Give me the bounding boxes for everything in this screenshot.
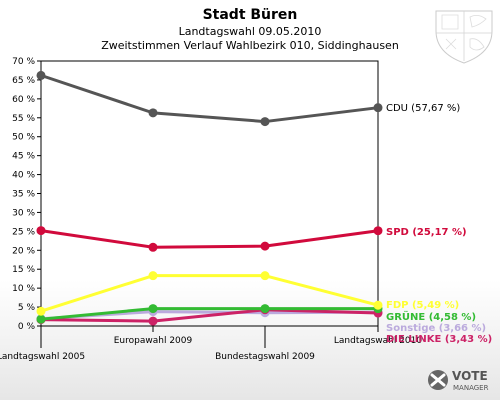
y-tick-label: 70 % <box>12 57 35 67</box>
y-tick-label: 25 % <box>12 227 35 237</box>
data-point <box>373 300 383 310</box>
data-point <box>36 226 46 236</box>
series-labels: CDU (57,67 %) SPD (25,17 %) FDP (5,49 %)GR… <box>386 103 492 345</box>
series-end-label: FDP (5,49 %) <box>386 300 459 311</box>
x-tick-label: Europawahl 2009 <box>114 336 193 346</box>
y-tick-label: 0 % <box>18 322 36 332</box>
series-line <box>40 229 379 249</box>
data-point <box>36 314 46 324</box>
data-point <box>36 70 46 80</box>
chart-title: Stadt Büren <box>203 7 298 23</box>
data-point <box>260 117 270 127</box>
y-tick-label: 60 % <box>12 95 35 105</box>
chart-subtitle-2: Zweitstimmen Verlauf Wahlbezirk 010, Sid… <box>101 39 399 52</box>
series-line <box>40 307 379 321</box>
data-point <box>148 316 158 326</box>
series-end-label: Sonstige (3,66 %) <box>386 323 486 334</box>
chart-subtitle-1: Landtagswahl 09.05.2010 <box>179 25 322 38</box>
series-end-label: SPD (25,17 %) <box>386 227 467 238</box>
data-point <box>373 226 383 236</box>
data-point <box>260 304 270 314</box>
y-tick-label: 15 % <box>12 265 35 275</box>
series-cdu <box>36 70 383 127</box>
y-tick-label: 50 % <box>12 133 35 143</box>
y-tick-label: 10 % <box>12 284 35 294</box>
data-point <box>260 241 270 251</box>
y-axis: 0 % 5 % 10 % 15 % 20 % 25 % 30 % 35 % 40 % 45 % 50… <box>12 57 41 332</box>
plot-area <box>40 60 379 327</box>
data-point <box>148 271 158 281</box>
series-line <box>40 73 379 124</box>
y-tick-label: 45 % <box>12 152 35 162</box>
x-axis: Landtagswahl 2005 Europawahl 2009 Bundesta… <box>0 326 422 362</box>
plot-frame <box>40 60 379 327</box>
series-fdp <box>36 271 383 316</box>
vote-manager-logo: VOTE MANAGER <box>428 369 489 392</box>
logo-text-manager: MANAGER <box>453 384 489 392</box>
series-end-label: GRÜNE (4,58 %) <box>386 309 476 323</box>
series-end-label: CDU (57,67 %) <box>386 103 460 114</box>
y-tick-label: 20 % <box>12 246 35 256</box>
y-tick-label: 40 % <box>12 171 35 181</box>
series-line <box>40 308 379 323</box>
series-spd <box>36 226 383 252</box>
y-tick-label: 5 % <box>18 303 36 313</box>
series-grüne <box>36 304 383 324</box>
y-tick-label: 30 % <box>12 208 35 218</box>
data-point <box>373 103 383 113</box>
data-point <box>148 242 158 252</box>
y-tick-label: 65 % <box>12 76 35 86</box>
data-point <box>148 304 158 314</box>
series-line <box>40 274 379 313</box>
x-tick-label: Landtagswahl 2010 <box>334 336 423 346</box>
data-point <box>260 271 270 281</box>
data-point <box>36 306 46 316</box>
series-end-label: DIE LINKE (3,43 %) <box>386 334 492 345</box>
y-tick-label: 55 % <box>12 114 35 124</box>
series-lines <box>36 70 383 326</box>
coat-of-arms-icon <box>435 10 493 64</box>
x-tick-label: Bundestagswahl 2009 <box>215 352 315 362</box>
x-tick-label: Landtagswahl 2005 <box>0 352 85 362</box>
logo-text-vote: VOTE <box>452 369 488 383</box>
data-point <box>148 108 158 118</box>
y-tick-label: 35 % <box>12 190 35 200</box>
